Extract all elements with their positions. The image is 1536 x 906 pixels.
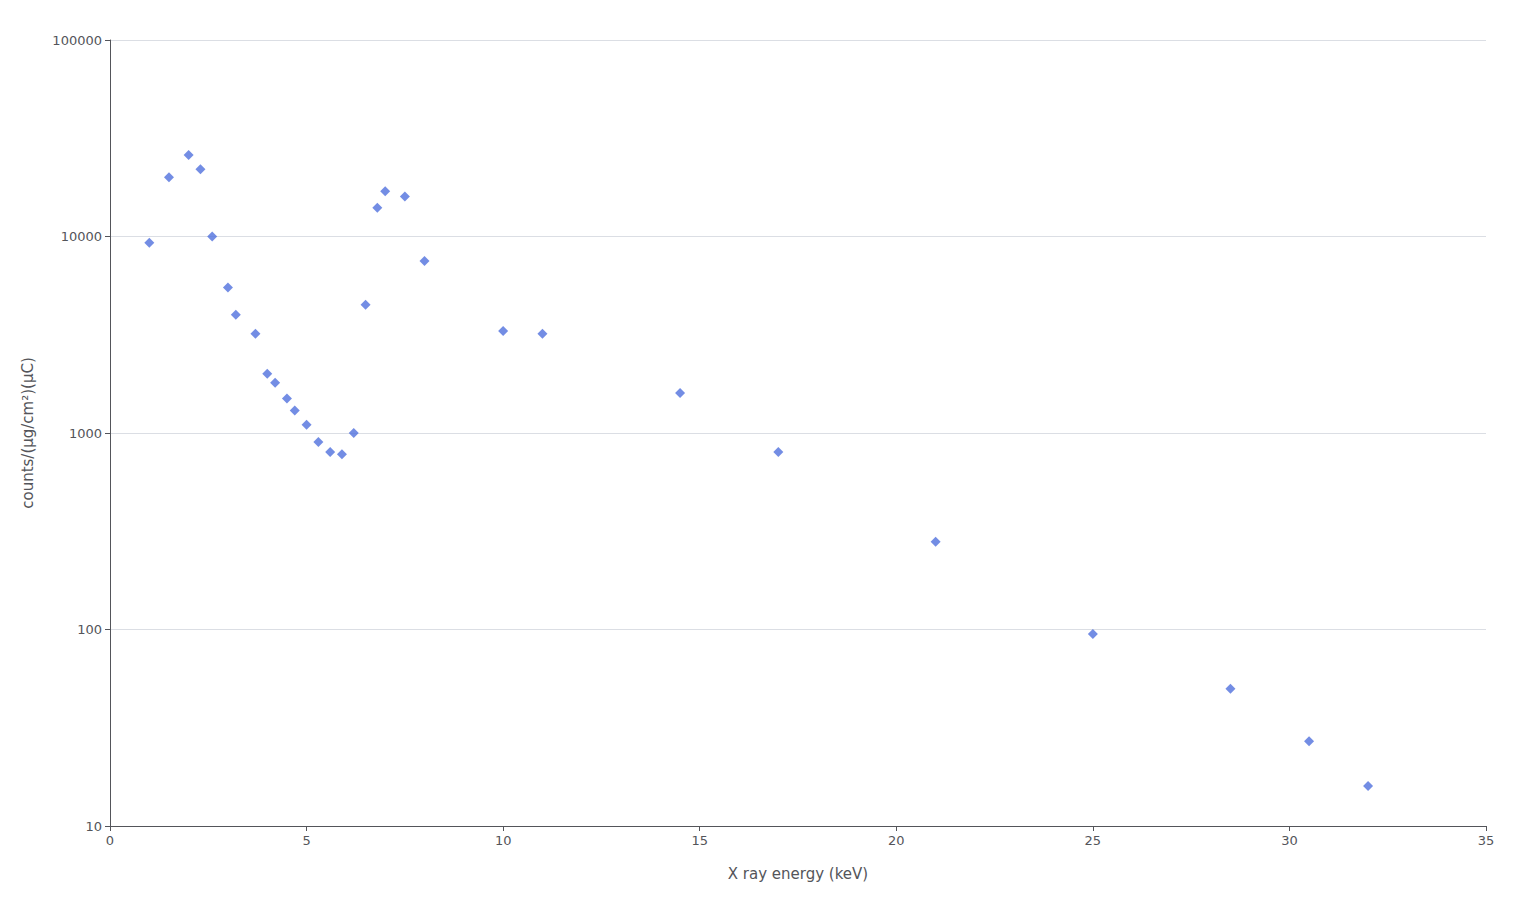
svg-text:100: 100 (77, 622, 102, 637)
svg-text:5: 5 (302, 833, 310, 848)
svg-text:100000: 100000 (52, 33, 102, 48)
svg-text:20: 20 (888, 833, 905, 848)
svg-text:X ray energy (keV): X ray energy (keV) (728, 865, 868, 883)
svg-text:10: 10 (495, 833, 512, 848)
svg-text:10: 10 (85, 819, 102, 834)
svg-text:30: 30 (1281, 833, 1298, 848)
svg-text:35: 35 (1478, 833, 1495, 848)
svg-text:counts/(μg/cm²)(μC): counts/(μg/cm²)(μC) (19, 357, 37, 509)
svg-text:1000: 1000 (69, 426, 102, 441)
svg-text:25: 25 (1085, 833, 1102, 848)
svg-text:10000: 10000 (61, 229, 102, 244)
svg-text:0: 0 (106, 833, 114, 848)
svg-text:15: 15 (691, 833, 708, 848)
